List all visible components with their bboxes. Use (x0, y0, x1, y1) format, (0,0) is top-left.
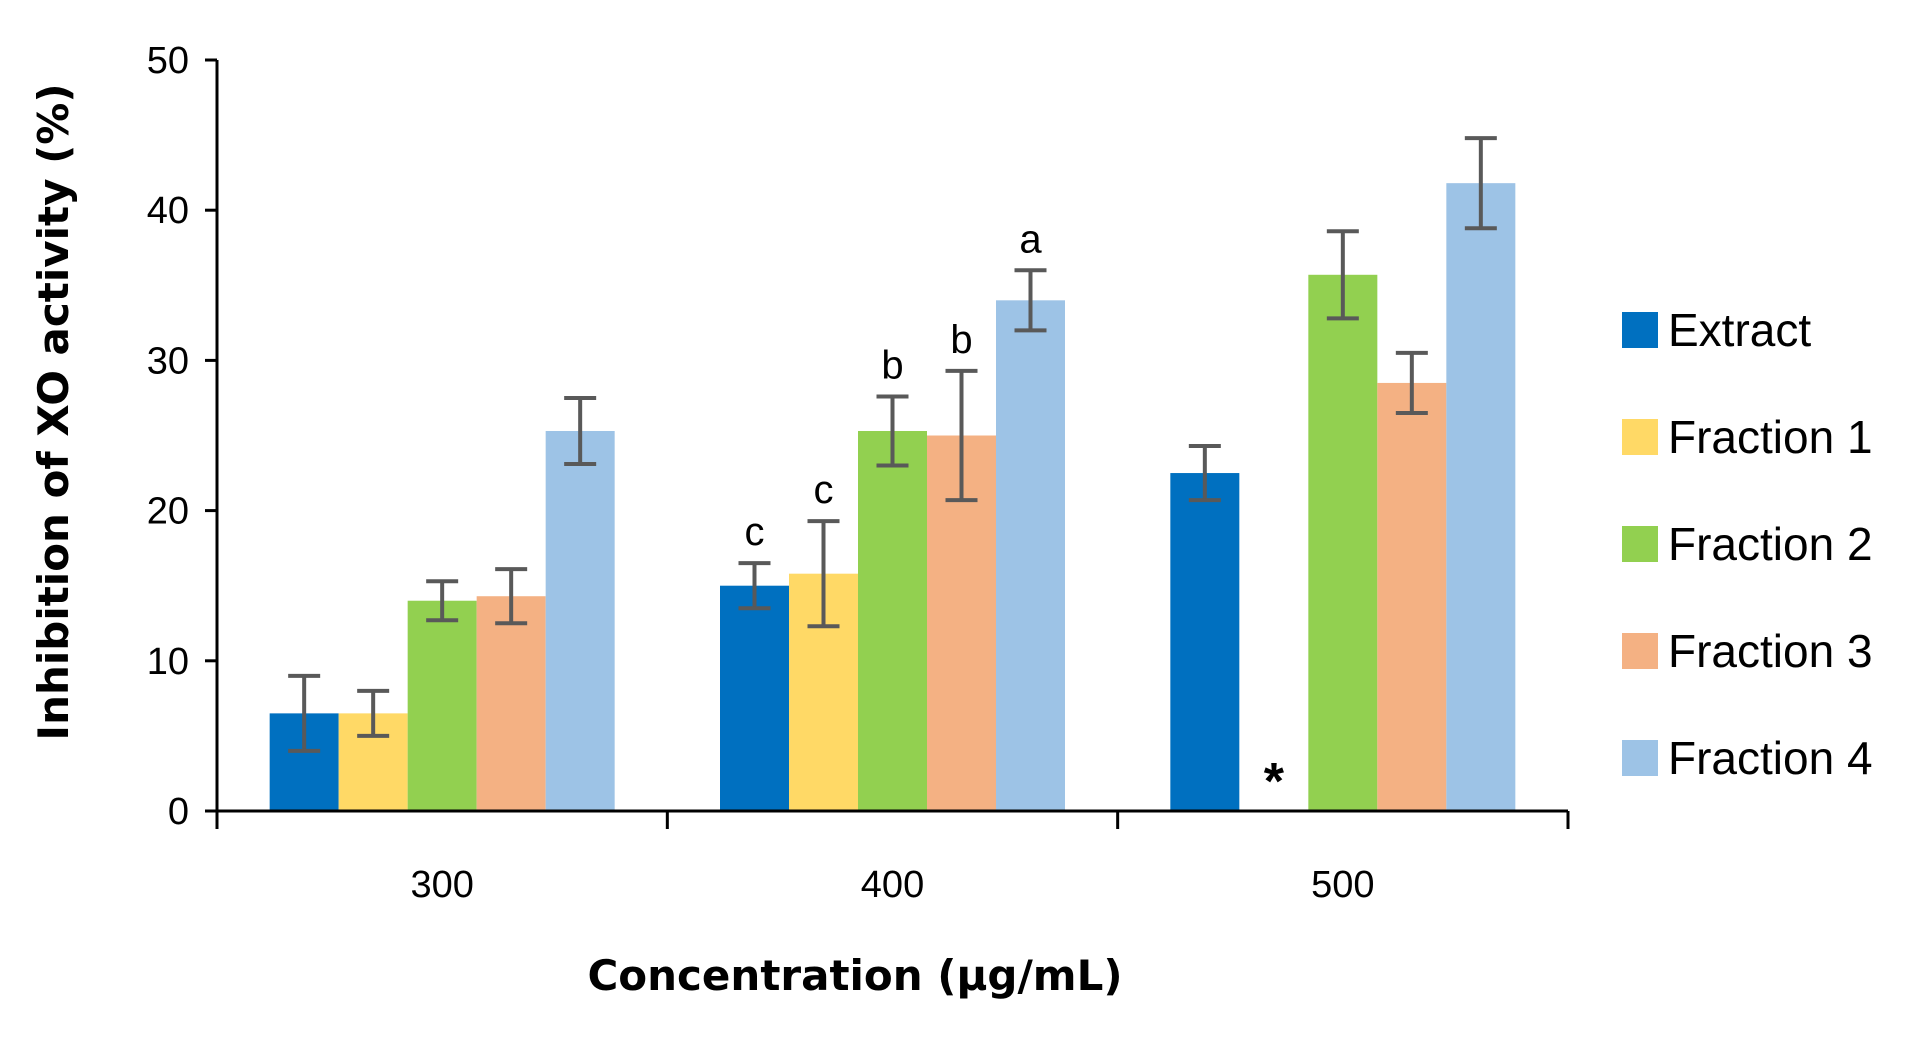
legend: Extract Fraction 1 Fraction 2 Fraction 3 Fra… (1622, 304, 1873, 784)
y-tick-label: 0 (168, 791, 189, 833)
significance-letter: c (814, 468, 834, 512)
bar-extract-500 (1170, 473, 1240, 811)
significance-letter: b (950, 318, 972, 362)
bar-fraction-4-300 (545, 430, 615, 811)
error-bar-extract-300 (288, 673, 321, 753)
x-tick-label: 300 (410, 864, 473, 906)
legend-item-fraction-2: Fraction 2 (1622, 518, 1873, 570)
error-bar-extract-500 (1188, 444, 1221, 503)
legend-swatch (1622, 740, 1658, 776)
bar-extract-400 (720, 585, 789, 811)
y-tick-label: 10 (147, 641, 189, 683)
bar-fraction-3-300 (476, 596, 546, 811)
x-axis-title: Concentration (µg/mL) (587, 951, 1122, 1000)
y-tick-label: 30 (147, 340, 189, 382)
legend-swatch (1622, 633, 1658, 669)
error-bar-fraction-3-400 (945, 368, 978, 503)
error-bar-fraction-3-300 (495, 567, 528, 626)
legend-label: Fraction 4 (1668, 732, 1873, 784)
annotations-layer: c c b b a * (745, 217, 1285, 811)
bar-fraction-3-500 (1377, 382, 1447, 811)
bar-fraction-2-400 (858, 430, 927, 811)
error-bar-fraction-3-500 (1395, 350, 1428, 415)
legend-swatch (1622, 526, 1658, 562)
axes-layer: 0 10 20 30 40 50 300 400 500 (147, 40, 1570, 906)
legend-label: Fraction 3 (1668, 625, 1873, 677)
error-bar-fraction-4-400 (1014, 268, 1047, 333)
x-tick-label: 500 (1311, 864, 1374, 906)
y-tick-label: 50 (147, 40, 189, 82)
bar-fraction-4-400 (996, 300, 1065, 811)
bar-fraction-2-500 (1308, 274, 1378, 811)
legend-item-fraction-1: Fraction 1 (1622, 411, 1873, 463)
error-bar-fraction-1-300 (357, 688, 390, 738)
significance-letter: c (745, 510, 765, 554)
legend-item-extract: Extract (1622, 304, 1811, 356)
bar-fraction-4-500 (1446, 183, 1516, 811)
error-bars-layer (288, 136, 1497, 753)
y-axis-title: Inhibition of XO activity (%) (29, 83, 78, 740)
legend-label: Fraction 2 (1668, 518, 1873, 570)
legend-swatch (1622, 312, 1658, 348)
error-bar-fraction-2-300 (426, 579, 459, 623)
error-bar-extract-400 (738, 561, 771, 611)
legend-item-fraction-3: Fraction 3 (1622, 625, 1873, 677)
significance-letter: a (1019, 217, 1042, 261)
bar-fraction-2-300 (407, 600, 477, 811)
missing-value-asterisk: * (1264, 753, 1285, 811)
significance-letter: b (881, 343, 903, 387)
legend-label: Fraction 1 (1668, 411, 1873, 463)
x-tick-label: 400 (861, 864, 924, 906)
y-tick-label: 20 (147, 491, 189, 533)
error-bar-fraction-2-400 (876, 394, 909, 468)
error-bar-fraction-2-500 (1326, 229, 1359, 321)
legend-label: Extract (1668, 304, 1811, 356)
error-bar-fraction-1-400 (807, 519, 840, 629)
bars-layer (269, 183, 1516, 811)
error-bar-fraction-4-300 (564, 395, 597, 467)
legend-item-fraction-4: Fraction 4 (1622, 732, 1873, 784)
y-tick-label: 40 (147, 190, 189, 232)
error-bar-fraction-4-500 (1464, 136, 1497, 231)
legend-swatch (1622, 419, 1658, 455)
